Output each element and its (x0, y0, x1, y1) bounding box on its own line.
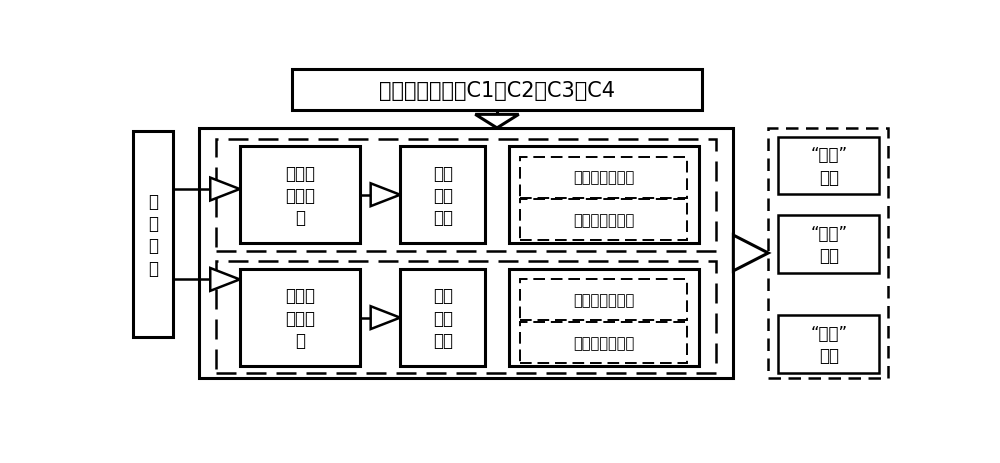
Text: 第二路开关电路: 第二路开关电路 (573, 293, 634, 307)
Text: 第四路开关电路: 第四路开关电路 (573, 335, 634, 350)
Polygon shape (475, 115, 519, 129)
Text: “测试”
信号: “测试” 信号 (810, 324, 847, 364)
Bar (520, 322, 687, 363)
Bar (768, 129, 888, 378)
Text: 第一路开关电路: 第一路开关电路 (573, 170, 634, 185)
Bar (292, 70, 702, 111)
Bar (778, 316, 879, 373)
Bar (240, 147, 360, 244)
Text: “关机”
信号: “关机” 信号 (810, 146, 847, 186)
Bar (400, 147, 485, 244)
Bar (133, 132, 173, 337)
Polygon shape (371, 184, 400, 206)
Bar (520, 157, 687, 198)
Text: 环形电容传感器C1、C2、C3、C4: 环形电容传感器C1、C2、C3、C4 (379, 81, 615, 100)
Text: “遥测”
信号: “遥测” 信号 (810, 225, 847, 264)
Bar (216, 139, 716, 252)
Polygon shape (210, 178, 240, 201)
Text: 外
部
电
源: 外 部 电 源 (148, 193, 158, 277)
Bar (520, 200, 687, 241)
Polygon shape (371, 307, 400, 329)
Text: 上信
号处
理板: 上信 号处 理板 (433, 164, 453, 226)
Bar (199, 129, 733, 378)
Bar (509, 269, 698, 366)
Bar (216, 261, 716, 374)
Text: 下信
号处
理板: 下信 号处 理板 (433, 287, 453, 349)
Bar (400, 269, 485, 366)
Text: 电源转
化电路
板: 电源转 化电路 板 (285, 164, 315, 226)
Bar (778, 216, 879, 273)
Polygon shape (733, 236, 768, 271)
Bar (240, 269, 360, 366)
Bar (509, 147, 698, 244)
Text: 电源转
化电路
板: 电源转 化电路 板 (285, 287, 315, 349)
Text: 第三路开关电路: 第三路开关电路 (573, 213, 634, 228)
Bar (520, 280, 687, 320)
Bar (778, 138, 879, 194)
Polygon shape (210, 269, 240, 291)
